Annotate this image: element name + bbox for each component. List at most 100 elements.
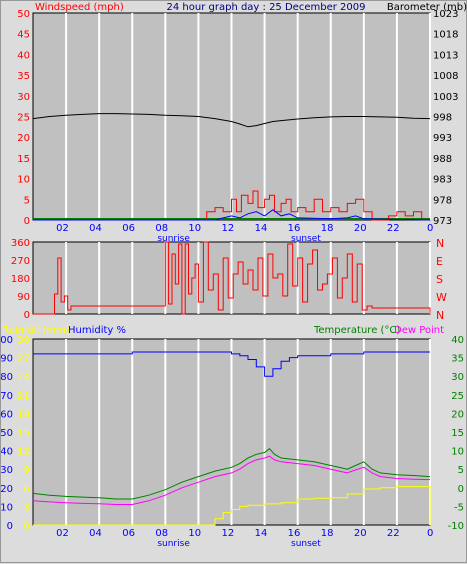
- direction-tick-label: 360: [11, 238, 30, 249]
- hour-tick-label: 0: [427, 223, 433, 234]
- hour-tick-label: 18: [321, 223, 334, 234]
- barometer-tick-label: 993: [433, 133, 452, 144]
- hour-tick-label: 02: [56, 528, 69, 539]
- sunset-label: sunset: [291, 539, 321, 549]
- temperature-tick-label: -10: [448, 521, 464, 532]
- rainfall-tick-label: 21: [17, 391, 30, 402]
- wind-tick-label: 5: [24, 195, 30, 206]
- wind-tick-label: 10: [17, 175, 30, 186]
- hour-tick-label: 12: [222, 528, 235, 539]
- temperature-tick-label: 30: [451, 372, 464, 383]
- compass-label: N: [436, 237, 444, 250]
- temperature-tick-label: 20: [451, 409, 464, 420]
- temperature-tick-label: 5: [458, 465, 464, 476]
- barometer-axis-title: Barometer (mb): [387, 2, 467, 13]
- hour-tick-label: 08: [155, 223, 168, 234]
- wind-tick-label: 20: [17, 133, 30, 144]
- wind-direction-line: [33, 241, 431, 315]
- barometer-tick-label: 988: [433, 154, 452, 165]
- temperature-tick-label: 35: [451, 354, 464, 365]
- temperature-axis-title: Temperature (°C): [313, 325, 400, 336]
- temperature-tick-label: 25: [451, 391, 464, 402]
- humidity-line: [33, 351, 430, 377]
- wind-tick-label: 0: [24, 216, 30, 227]
- hour-tick-label: 18: [321, 528, 334, 539]
- barometer-tick-label: 1013: [433, 50, 458, 61]
- rainfall-tick-label: 9: [24, 465, 30, 476]
- hour-tick-label: 02: [56, 223, 69, 234]
- humidity-tick-label: 50: [1, 428, 13, 439]
- compass-label: N: [436, 309, 444, 322]
- wind-tick-label: 15: [17, 154, 30, 165]
- humidity-tick-label: 80: [1, 372, 13, 383]
- chart-title: 24 hour graph day : 25 December 2009: [167, 2, 366, 13]
- hour-tick-label: 20: [354, 223, 367, 234]
- windspeed-avg-line: [33, 209, 431, 221]
- hour-tick-label: 20: [354, 528, 367, 539]
- humidity-tick-label: 70: [1, 391, 13, 402]
- rainfall-line: [33, 486, 431, 526]
- humidity-tick-label: 60: [1, 409, 13, 420]
- humidity-tick-label: 0: [7, 521, 13, 532]
- rainfall-tick-label: 12: [17, 447, 30, 458]
- wind-tick-label: 30: [17, 92, 30, 103]
- direction-tick-label: 0: [24, 310, 30, 321]
- windspeed-axis-title: Windspeed (mph): [35, 2, 124, 13]
- humidity-tick-label: 40: [1, 447, 13, 458]
- hour-tick-label: 04: [89, 223, 102, 234]
- temperature-line: [32, 448, 431, 500]
- hour-tick-label: 06: [122, 528, 135, 539]
- hour-tick-label: 06: [122, 223, 135, 234]
- windspeed-gust-line: [33, 190, 430, 221]
- rainfall-tick-label: 15: [17, 428, 30, 439]
- hour-tick-label: 22: [387, 528, 400, 539]
- direction-tick-label: 90: [17, 292, 30, 303]
- dewpoint-line: [32, 455, 431, 505]
- hour-tick-label: 10: [188, 223, 201, 234]
- hour-tick-label: 22: [387, 223, 400, 234]
- compass-label: W: [436, 291, 447, 304]
- direction-tick-label: 180: [11, 274, 30, 285]
- rainfall-tick-label: 24: [17, 372, 30, 383]
- wind-tick-label: 50: [17, 9, 30, 20]
- rainfall-tick-label: 6: [24, 484, 30, 495]
- hour-tick-label: 14: [255, 528, 268, 539]
- humidity-tick-label: 30: [1, 465, 13, 476]
- rainfall-axis-title: Rainfall (mm): [2, 325, 70, 336]
- barometer-line: [32, 113, 431, 128]
- humidity-tick-label: 10: [1, 502, 13, 513]
- wind-tick-label: 40: [17, 50, 30, 61]
- sunrise-label: sunrise: [157, 539, 190, 549]
- hour-tick-label: 08: [155, 528, 168, 539]
- temperature-tick-label: 0: [458, 484, 464, 495]
- sunset-label: sunset: [291, 234, 321, 244]
- temperature-tick-label: 10: [451, 447, 464, 458]
- rainfall-tick-label: 27: [17, 354, 30, 365]
- hour-tick-label: 16: [288, 223, 301, 234]
- barometer-tick-label: 1003: [433, 92, 458, 103]
- hour-tick-label: 10: [188, 528, 201, 539]
- humidity-tick-label: 90: [1, 354, 13, 365]
- humidity-tick-label: 20: [1, 484, 13, 495]
- rainfall-tick-label: 30: [17, 335, 30, 346]
- barometer-tick-label: 1023: [433, 9, 458, 20]
- temperature-tick-label: 40: [451, 335, 464, 346]
- hour-tick-label: 04: [89, 528, 102, 539]
- rainfall-tick-label: 3: [24, 502, 30, 513]
- rainfall-tick-label: 18: [17, 409, 30, 420]
- compass-label: E: [436, 255, 443, 268]
- direction-tick-label: 270: [11, 256, 30, 267]
- humidity-tick-label: 100: [1, 335, 13, 346]
- hour-tick-label: 16: [288, 528, 301, 539]
- compass-label: S: [436, 273, 443, 286]
- barometer-tick-label: 1018: [433, 30, 458, 41]
- rainfall-tick-label: 0: [24, 521, 30, 532]
- dewpoint-axis-title: Dew Point: [394, 325, 444, 336]
- temperature-tick-label: 15: [451, 428, 464, 439]
- wind-tick-label: 35: [17, 71, 30, 82]
- barometer-tick-label: 978: [433, 195, 452, 206]
- humidity-axis-title: Humidity %: [68, 325, 126, 336]
- barometer-tick-label: 1008: [433, 71, 458, 82]
